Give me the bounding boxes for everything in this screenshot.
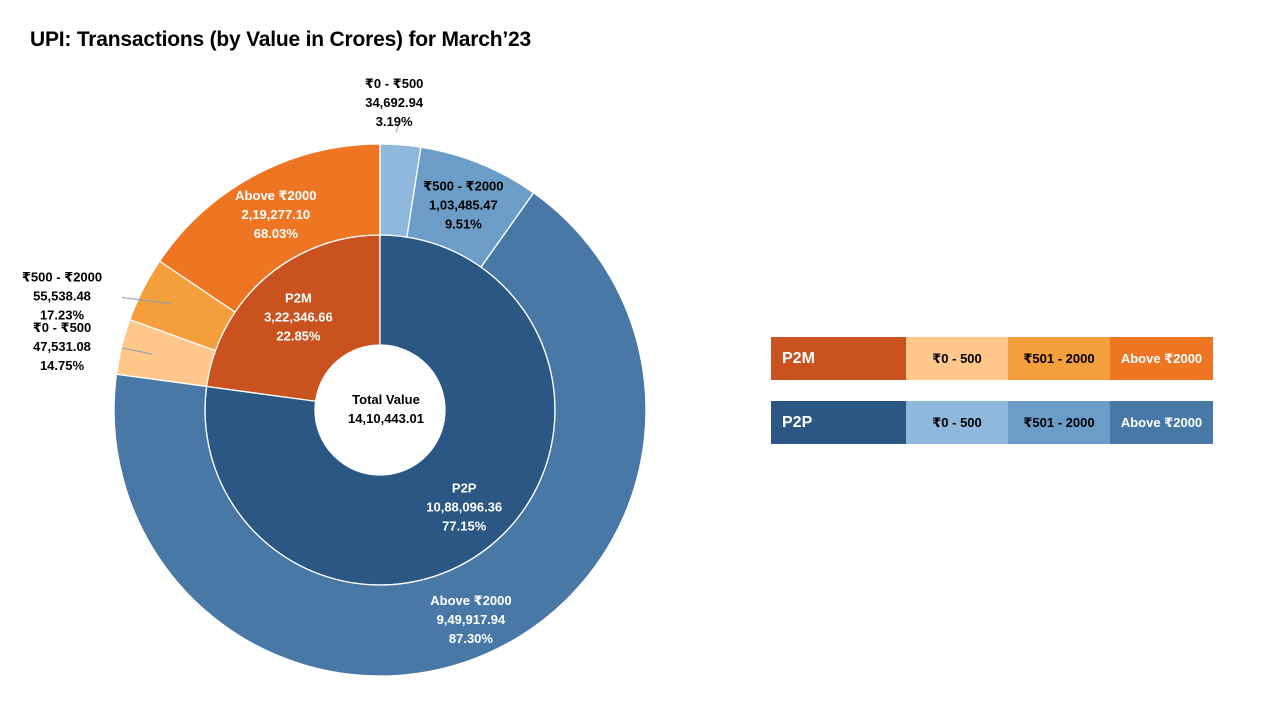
outer-label-p2m-500-2000: ₹500 - ₹2000 55,538.48 17.23% bbox=[22, 270, 102, 323]
inner-label-p2m: P2M 3,22,346.66 22.85% bbox=[264, 291, 333, 344]
outer-label-p2p-500-2000: ₹500 - ₹2000 1,03,485.47 9.51% bbox=[423, 178, 503, 231]
outer-ring bbox=[113, 143, 647, 677]
center-label-value: 14,10,443.01 bbox=[348, 411, 424, 426]
outer-label-p2m-0-500: ₹0 - ₹500 47,531.08 14.75% bbox=[33, 320, 92, 373]
legend-p2m-title: P2M bbox=[771, 337, 906, 380]
legend-p2p-title: P2P bbox=[771, 401, 906, 444]
donut-hole bbox=[315, 345, 445, 475]
outer-label-p2p-0-500: ₹0 - ₹500 34,692.94 3.19% bbox=[365, 76, 424, 129]
outer-label-p2p-above-2000: Above ₹2000 9,49,917.94 87.30% bbox=[430, 593, 511, 646]
leader-p2m-500-2000 bbox=[121, 297, 171, 305]
legend-p2p-bucket-low: ₹0 - 500 bbox=[906, 401, 1008, 444]
legend-p2m-bucket-mid: ₹501 - 2000 bbox=[1008, 337, 1110, 380]
leader-lines bbox=[121, 125, 399, 355]
outer-label-p2m-above-2000: Above ₹2000 2,19,277.10 68.03% bbox=[235, 188, 316, 241]
leader-p2m-0-500 bbox=[121, 347, 152, 355]
leader-p2p-0-500 bbox=[395, 125, 399, 133]
legend-p2p-bucket-high: Above ₹2000 bbox=[1110, 401, 1213, 444]
slice-labels: P2M 3,22,346.66 22.85% P2P 10,88,096.36 77.15… bbox=[22, 76, 512, 646]
legend-row-p2m: P2M ₹0 - 500 ₹501 - 2000 Above ₹2000 bbox=[771, 337, 1213, 380]
chart-title: UPI: Transactions (by Value in Crores) f… bbox=[30, 28, 531, 51]
inner-label-p2p: P2P 10,88,096.36 77.15% bbox=[426, 480, 502, 533]
outer-slice-p2p-above-2000 bbox=[113, 191, 647, 677]
legend-row-p2p: P2P ₹0 - 500 ₹501 - 2000 Above ₹2000 bbox=[771, 401, 1213, 444]
center-label-title: Total Value bbox=[352, 392, 420, 407]
legend-p2m-bucket-high: Above ₹2000 bbox=[1110, 337, 1213, 380]
legend-p2m-bucket-low: ₹0 - 500 bbox=[906, 337, 1008, 380]
legend-p2p-bucket-mid: ₹501 - 2000 bbox=[1008, 401, 1110, 444]
